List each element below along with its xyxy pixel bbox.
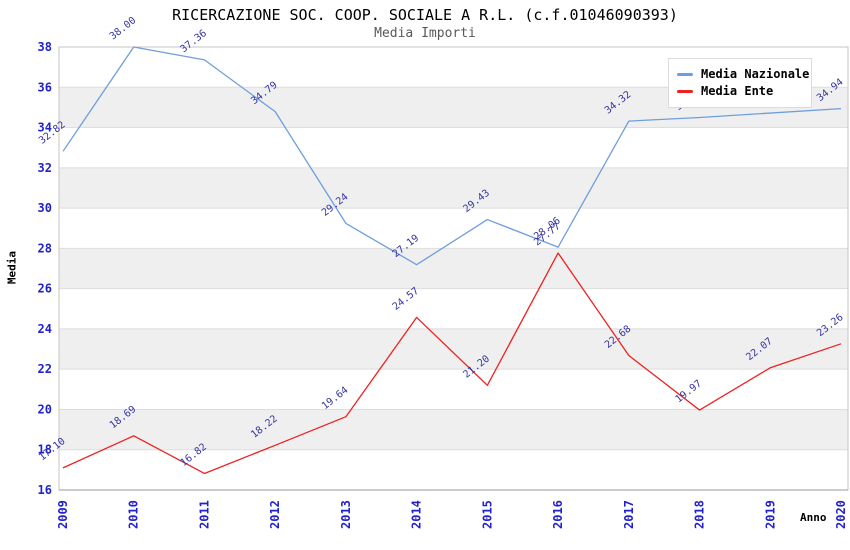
x-axis-title: Anno <box>800 511 827 524</box>
svg-text:36: 36 <box>38 80 52 94</box>
media-nazionale-line-swatch <box>677 72 693 76</box>
svg-text:32: 32 <box>38 161 52 175</box>
svg-text:24: 24 <box>38 322 52 336</box>
svg-text:2012: 2012 <box>268 500 282 529</box>
svg-text:37.36: 37.36 <box>179 28 209 55</box>
svg-text:2016: 2016 <box>551 500 565 529</box>
svg-text:18: 18 <box>38 443 52 457</box>
svg-text:30: 30 <box>38 201 52 215</box>
y-axis-title: Media <box>5 250 19 285</box>
media-ente-line-swatch <box>677 89 693 93</box>
svg-text:26: 26 <box>38 282 52 296</box>
svg-text:20: 20 <box>38 402 52 416</box>
svg-text:38.00: 38.00 <box>108 15 138 42</box>
svg-text:2013: 2013 <box>339 500 353 529</box>
svg-text:16: 16 <box>38 483 52 497</box>
svg-text:24.57: 24.57 <box>391 286 421 313</box>
svg-text:2017: 2017 <box>622 500 636 529</box>
legend: Media Nazionale Media Ente <box>668 58 812 108</box>
svg-text:2014: 2014 <box>410 500 424 529</box>
svg-text:28: 28 <box>38 241 52 255</box>
svg-text:34: 34 <box>38 121 52 135</box>
svg-text:38: 38 <box>38 40 52 54</box>
svg-text:2015: 2015 <box>480 500 494 529</box>
legend-label: Media Nazionale <box>701 67 810 81</box>
legend-item-media-ente: Media Ente <box>677 83 803 99</box>
svg-text:2009: 2009 <box>56 500 70 529</box>
svg-text:2011: 2011 <box>197 500 211 529</box>
chart-title: RICERCAZIONE SOC. COOP. SOCIALE A R.L. (… <box>172 6 678 24</box>
svg-text:22: 22 <box>38 362 52 376</box>
svg-text:2020: 2020 <box>834 500 848 529</box>
chart-subtitle: Media Importi <box>374 26 476 41</box>
svg-text:2018: 2018 <box>693 500 707 529</box>
svg-text:2010: 2010 <box>127 500 141 529</box>
svg-text:2019: 2019 <box>763 500 777 529</box>
svg-text:19.64: 19.64 <box>320 385 350 412</box>
legend-label: Media Ente <box>701 84 774 98</box>
legend-item-media-nazionale: Media Nazionale <box>677 66 809 82</box>
